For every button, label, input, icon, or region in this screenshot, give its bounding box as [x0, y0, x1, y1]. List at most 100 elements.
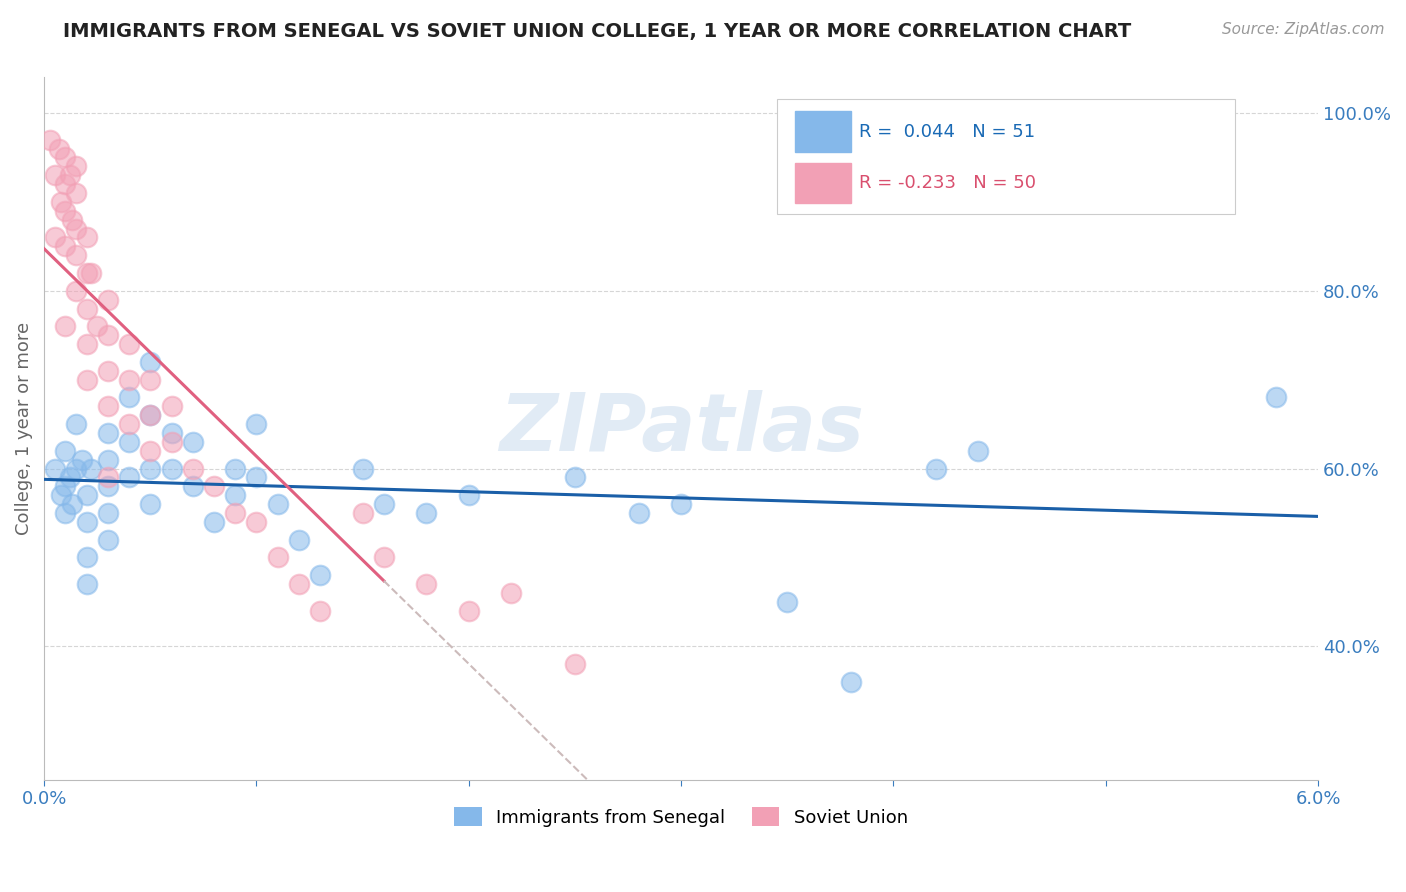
Point: [224, 506, 246, 520]
Point: [118, 391, 141, 405]
Point: [288, 577, 311, 591]
Point: [53, 506, 76, 520]
Point: [86, 319, 108, 334]
Point: [160, 425, 183, 440]
Point: [1264, 391, 1286, 405]
Point: [76, 515, 98, 529]
Point: [39, 133, 62, 147]
Point: [44, 168, 66, 182]
Point: [44, 461, 66, 475]
Point: [139, 408, 162, 422]
Point: [118, 337, 141, 351]
Point: [44, 230, 66, 244]
Point: [288, 533, 311, 547]
Point: [60, 497, 83, 511]
Point: [309, 568, 332, 582]
Point: [139, 355, 162, 369]
Point: [118, 417, 141, 431]
Legend: Immigrants from Senegal, Soviet Union: Immigrants from Senegal, Soviet Union: [447, 800, 915, 834]
Point: [564, 470, 586, 484]
Point: [245, 515, 267, 529]
Point: [97, 293, 120, 307]
Point: [48, 142, 70, 156]
Point: [72, 452, 94, 467]
Point: [245, 417, 267, 431]
Point: [118, 373, 141, 387]
FancyBboxPatch shape: [794, 162, 851, 202]
FancyBboxPatch shape: [776, 98, 1236, 214]
Point: [53, 319, 76, 334]
Point: [139, 443, 162, 458]
Text: ZIPatlas: ZIPatlas: [499, 390, 863, 467]
Point: [352, 506, 374, 520]
Point: [65, 186, 87, 200]
Point: [97, 328, 120, 343]
Point: [457, 604, 479, 618]
Point: [97, 425, 120, 440]
Point: [58, 470, 80, 484]
Point: [65, 284, 87, 298]
Point: [202, 479, 225, 493]
Point: [627, 506, 650, 520]
Point: [53, 239, 76, 253]
Point: [181, 434, 204, 449]
Point: [53, 203, 76, 218]
Point: [181, 461, 204, 475]
Point: [266, 550, 288, 565]
Point: [65, 461, 87, 475]
Point: [97, 479, 120, 493]
Point: [53, 479, 76, 493]
Point: [97, 364, 120, 378]
Point: [839, 674, 862, 689]
Point: [80, 461, 103, 475]
Point: [53, 150, 76, 164]
Point: [49, 488, 72, 502]
Point: [160, 434, 183, 449]
Point: [80, 266, 103, 280]
Point: [669, 497, 692, 511]
Point: [266, 497, 288, 511]
Point: [564, 657, 586, 671]
Point: [181, 479, 204, 493]
Point: [457, 488, 479, 502]
Point: [65, 159, 87, 173]
Y-axis label: College, 1 year or more: College, 1 year or more: [15, 322, 32, 535]
Text: R = -0.233   N = 50: R = -0.233 N = 50: [859, 174, 1036, 192]
Point: [415, 577, 437, 591]
Point: [415, 506, 437, 520]
Point: [97, 533, 120, 547]
Point: [925, 461, 948, 475]
Point: [309, 604, 332, 618]
Point: [139, 461, 162, 475]
Point: [139, 408, 162, 422]
Point: [49, 194, 72, 209]
Point: [97, 506, 120, 520]
Point: [373, 497, 395, 511]
Point: [118, 434, 141, 449]
Point: [76, 550, 98, 565]
Point: [224, 488, 246, 502]
Point: [76, 301, 98, 316]
Point: [776, 595, 799, 609]
Point: [352, 461, 374, 475]
Point: [139, 497, 162, 511]
Point: [76, 337, 98, 351]
Point: [58, 168, 80, 182]
Point: [967, 443, 990, 458]
Point: [139, 373, 162, 387]
Point: [65, 221, 87, 235]
Point: [76, 577, 98, 591]
Point: [118, 470, 141, 484]
Point: [65, 417, 87, 431]
Point: [60, 212, 83, 227]
Point: [202, 515, 225, 529]
Point: [76, 230, 98, 244]
Point: [53, 177, 76, 191]
Point: [97, 470, 120, 484]
Point: [53, 443, 76, 458]
Point: [160, 461, 183, 475]
Text: R =  0.044   N = 51: R = 0.044 N = 51: [859, 122, 1036, 141]
Text: Source: ZipAtlas.com: Source: ZipAtlas.com: [1222, 22, 1385, 37]
Point: [160, 399, 183, 413]
Point: [224, 461, 246, 475]
